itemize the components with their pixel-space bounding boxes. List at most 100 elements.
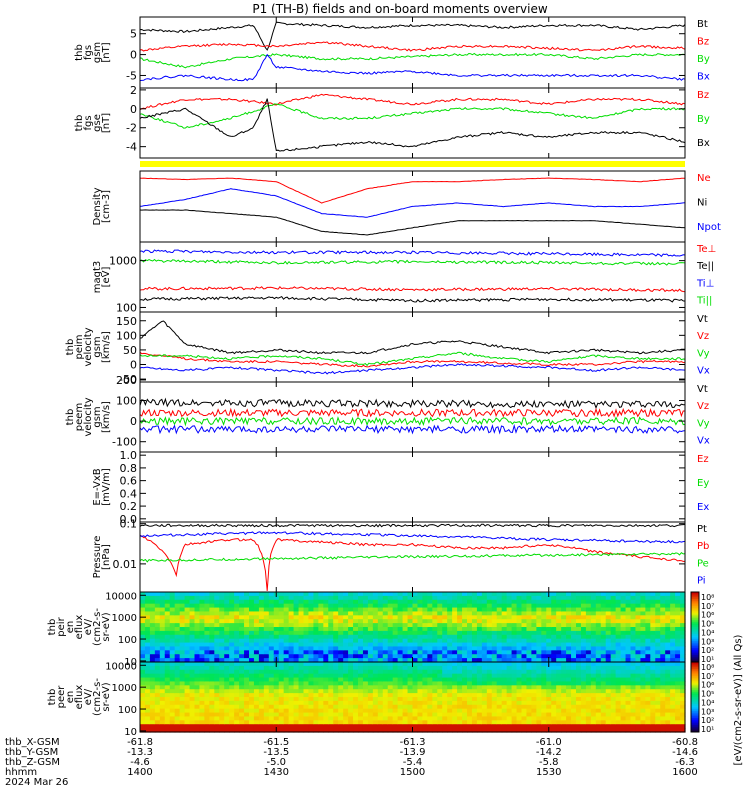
- spectrogram-cell: [407, 650, 414, 655]
- spectrogram-cell: [204, 654, 210, 659]
- spectrogram-cell: [179, 646, 186, 651]
- spectrogram-cell: [481, 662, 488, 667]
- spectrogram-cell: [511, 662, 518, 667]
- spectrogram-cell: [278, 658, 285, 663]
- spectrogram-cell: [417, 658, 423, 663]
- spectrogram-cell: [318, 720, 324, 725]
- spectrogram-cell: [372, 607, 379, 613]
- spectrogram-cell: [338, 607, 344, 613]
- spectrogram-cell: [303, 693, 310, 698]
- spectrogram-cell: [303, 646, 310, 651]
- spectrogram-cell: [189, 595, 196, 601]
- spectrogram-cell: [427, 634, 433, 640]
- spectrogram-cell: [580, 642, 587, 648]
- spectrogram-cell: [481, 724, 488, 729]
- spectrogram-cell: [283, 681, 290, 686]
- spectrogram-cell: [417, 700, 423, 706]
- spectrogram-cell: [635, 634, 641, 640]
- spectrogram-cell: [169, 716, 176, 721]
- spectrogram-cell: [605, 681, 612, 686]
- y-tick-label: 100: [118, 635, 137, 646]
- spectrogram-cell: [625, 630, 632, 636]
- spectrogram-cell: [263, 599, 270, 605]
- spectrogram-cell: [179, 716, 186, 721]
- spectrogram-cell: [140, 607, 146, 613]
- spectrogram-cell: [660, 685, 666, 690]
- spectrogram-cell: [343, 673, 349, 679]
- spectrogram-cell: [263, 665, 270, 671]
- spectrogram-cell: [561, 704, 567, 710]
- spectrogram-cell: [670, 704, 676, 710]
- spectrogram-cell: [283, 634, 290, 640]
- spectrogram-cell: [199, 669, 205, 675]
- spectrogram-cell: [605, 611, 612, 616]
- spectrogram-cell: [556, 693, 562, 698]
- spectrogram-cell: [278, 634, 285, 640]
- spectrogram-cell: [397, 650, 404, 655]
- spectrogram-cell: [209, 642, 215, 648]
- spectrogram-cell: [353, 677, 359, 683]
- spectrogram-cell: [328, 603, 334, 609]
- spectrogram-cell: [219, 615, 225, 620]
- spectrogram-cell: [140, 669, 146, 675]
- spectrogram-cell: [308, 697, 314, 702]
- spectrogram-cell: [595, 630, 602, 636]
- spectrogram-cell: [566, 712, 572, 718]
- spectrogram-cell: [452, 607, 458, 613]
- spectrogram-cell: [194, 595, 201, 601]
- spectrogram-cell: [467, 728, 473, 733]
- spectrogram-cell: [397, 673, 404, 679]
- spectrogram-cell: [313, 708, 319, 714]
- spectrogram-cell: [660, 716, 666, 721]
- colorbar-cell: [691, 667, 699, 670]
- spectrogram-cell: [625, 712, 632, 718]
- spectrogram-cell: [353, 630, 359, 636]
- spectrogram-cell: [234, 634, 240, 640]
- spectrogram-cell: [244, 658, 250, 663]
- spectrogram-cell: [556, 619, 562, 624]
- spectrogram-cell: [348, 619, 354, 624]
- spectrogram-cell: [437, 689, 443, 694]
- spectrogram-cell: [308, 728, 314, 733]
- spectrogram-cell: [447, 712, 453, 718]
- spectrogram-cell: [471, 654, 478, 659]
- spectrogram-cell: [263, 700, 270, 706]
- spectrogram-cell: [615, 724, 622, 729]
- spectrogram-cell: [298, 665, 305, 671]
- spectrogram-cell: [169, 724, 176, 729]
- spectrogram-cell: [174, 619, 181, 624]
- spectrogram-cell: [427, 681, 433, 686]
- spectrogram-cell: [382, 658, 389, 663]
- spectrogram-cell: [144, 724, 151, 729]
- spectrogram-cell: [140, 619, 146, 624]
- spectrogram-cell: [174, 658, 181, 663]
- spectrogram-cell: [541, 716, 547, 721]
- spectrogram-cell: [422, 658, 428, 663]
- spectrogram-cell: [412, 623, 419, 628]
- spectrogram-cell: [620, 630, 627, 636]
- spectrogram-cell: [253, 724, 260, 729]
- x-axis-value: -5.0: [266, 757, 286, 768]
- colorbar-cell: [691, 707, 699, 710]
- spectrogram-cell: [229, 685, 235, 690]
- spectrogram-cell: [263, 658, 270, 663]
- spectrogram-cell: [655, 627, 661, 632]
- spectrogram-cell: [511, 704, 518, 710]
- y-axis-label: [km/s]: [101, 331, 112, 363]
- spectrogram-cell: [605, 646, 612, 651]
- series-line-temps-0: [139, 286, 686, 293]
- spectrogram-cell: [640, 712, 646, 718]
- spectrogram-cell: [496, 650, 503, 655]
- spectrogram-cell: [471, 677, 478, 683]
- spectrogram-cell: [308, 623, 314, 628]
- spectrogram-cell: [680, 607, 686, 613]
- spectrogram-cell: [486, 673, 493, 679]
- spectrogram-cell: [551, 662, 557, 667]
- spectrogram-cell: [258, 700, 265, 706]
- spectrogram-cell: [680, 693, 686, 698]
- spectrogram-cell: [224, 603, 230, 609]
- spectrogram-cell: [229, 677, 235, 683]
- spectrogram-cell: [422, 677, 428, 683]
- spectrogram-cell: [605, 665, 612, 671]
- spectrogram-cell: [585, 673, 592, 679]
